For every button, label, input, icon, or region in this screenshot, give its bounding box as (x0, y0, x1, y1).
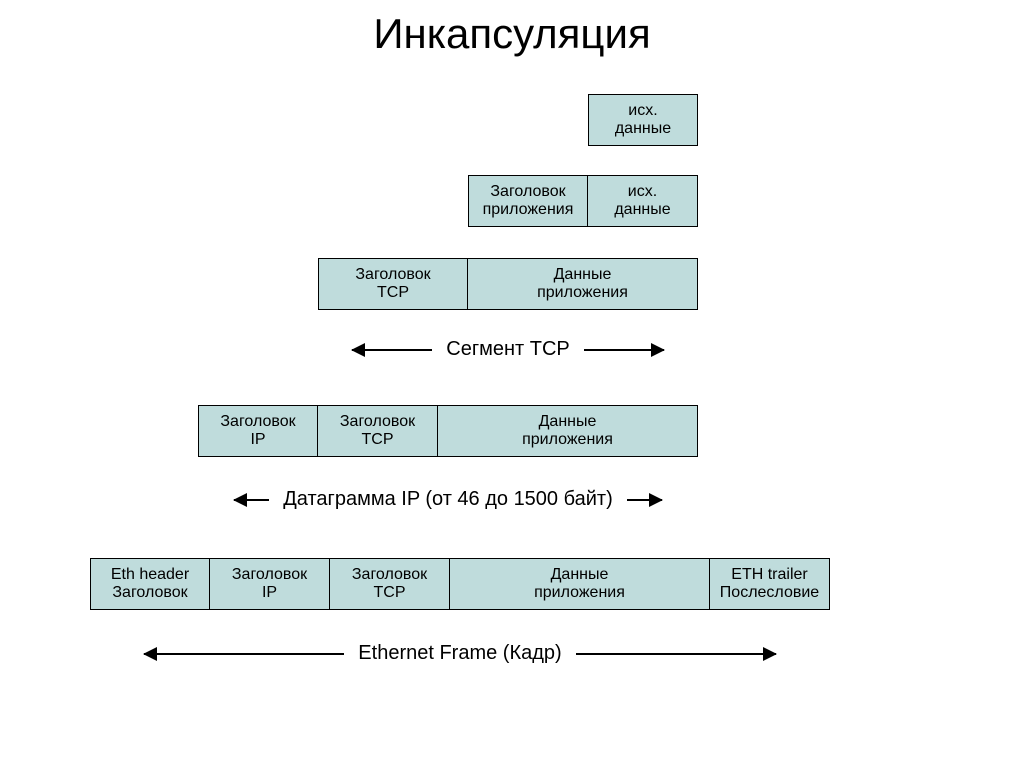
cell-text: TCP (362, 431, 394, 449)
cell-text: Заголовок (352, 566, 427, 584)
span-label-l2: Датаграмма IP (от 46 до 1500 байт) (198, 488, 698, 511)
cell: Eth headerЗаголовок (90, 558, 210, 610)
cell-text: ETH trailer (731, 566, 807, 584)
cell-text: TCP (377, 284, 409, 302)
span-label-text: Сегмент TCP (432, 338, 584, 361)
cell-text: приложения (483, 201, 574, 219)
cell-text: Заголовок (220, 413, 295, 431)
cell-text: исх. (628, 102, 657, 120)
arrow-left-icon (352, 349, 432, 351)
cell-text: Заголовок (355, 266, 430, 284)
cell: Данныеприложения (468, 258, 698, 310)
cell-text: IP (262, 584, 277, 602)
cell: ЗаголовокTCP (330, 558, 450, 610)
cell: ЗаголовокTCP (318, 405, 438, 457)
arrow-right-icon (576, 653, 776, 655)
cell-text: Данные (551, 566, 609, 584)
page-title: Инкапсуляция (0, 10, 1024, 58)
cell-text: данные (615, 120, 671, 138)
encaps-row-r4: ЗаголовокIPЗаголовокTCPДанныеприложения (198, 405, 698, 457)
encaps-row-r3: ЗаголовокTCPДанныеприложения (318, 258, 698, 310)
cell-text: Заголовок (490, 183, 565, 201)
arrow-left-icon (234, 499, 269, 501)
cell-text: TCP (374, 584, 406, 602)
span-label-text: Ethernet Frame (Кадр) (344, 642, 575, 665)
encaps-row-r2: Заголовокприложенияисх.данные (468, 175, 698, 227)
cell: ЗаголовокIP (198, 405, 318, 457)
cell-text: приложения (537, 284, 628, 302)
cell-text: приложения (534, 584, 625, 602)
cell-text: Заголовок (112, 584, 187, 602)
cell-text: Данные (539, 413, 597, 431)
cell: Заголовокприложения (468, 175, 588, 227)
arrow-right-icon (627, 499, 662, 501)
encaps-row-r1: исх.данные (588, 94, 698, 146)
cell-text: исх. (628, 183, 657, 201)
cell-text: Заголовок (232, 566, 307, 584)
span-label-l3: Ethernet Frame (Кадр) (90, 642, 830, 665)
span-label-l1: Сегмент TCP (318, 338, 698, 361)
arrow-left-icon (144, 653, 344, 655)
cell-text: Данные (554, 266, 612, 284)
cell-text: IP (250, 431, 265, 449)
cell-text: Послесловие (720, 584, 819, 602)
encaps-row-r5: Eth headerЗаголовокЗаголовокIPЗаголовокT… (90, 558, 830, 610)
cell: ETH trailerПослесловие (710, 558, 830, 610)
cell: Данныеприложения (438, 405, 698, 457)
cell-text: данные (614, 201, 670, 219)
cell-text: Eth header (111, 566, 189, 584)
cell: Данныеприложения (450, 558, 710, 610)
cell: исх.данные (588, 94, 698, 146)
cell: ЗаголовокTCP (318, 258, 468, 310)
cell: исх.данные (588, 175, 698, 227)
cell-text: приложения (522, 431, 613, 449)
cell: ЗаголовокIP (210, 558, 330, 610)
span-label-text: Датаграмма IP (от 46 до 1500 байт) (269, 488, 626, 511)
cell-text: Заголовок (340, 413, 415, 431)
arrow-right-icon (584, 349, 664, 351)
